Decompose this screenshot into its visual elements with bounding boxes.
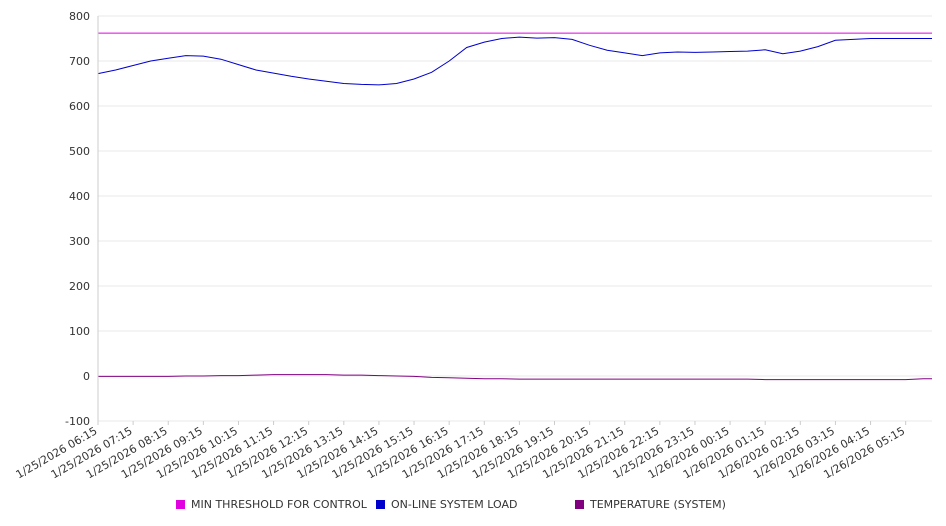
y-tick-label: 0 bbox=[83, 370, 90, 383]
y-tick-label: 400 bbox=[69, 190, 90, 203]
y-tick-label: 300 bbox=[69, 235, 90, 248]
x-axis-ticks: 1/25/2026 06:151/25/2026 07:151/25/2026 … bbox=[14, 421, 907, 481]
series-line-1 bbox=[97, 36, 932, 86]
y-tick-label: 200 bbox=[69, 280, 90, 293]
legend-item-threshold: MIN THRESHOLD FOR CONTROL bbox=[176, 498, 367, 511]
legend: MIN THRESHOLD FOR CONTROL ON-LINE SYSTEM… bbox=[0, 498, 946, 516]
legend-label-temperature: TEMPERATURE (SYSTEM) bbox=[590, 498, 726, 511]
y-tick-label: 700 bbox=[69, 55, 90, 68]
y-axis-ticks: 800 700 600 500 400 300 200 100 0 -100 bbox=[65, 10, 90, 428]
y-tick-label: 500 bbox=[69, 145, 90, 158]
grid-lines bbox=[98, 15, 932, 422]
legend-label-threshold: MIN THRESHOLD FOR CONTROL bbox=[191, 498, 367, 511]
legend-swatch-threshold bbox=[176, 500, 185, 509]
line-chart: 800 700 600 500 400 300 200 100 0 -100 1/25/2026 … bbox=[14, 10, 932, 481]
legend-item-temperature: TEMPERATURE (SYSTEM) bbox=[575, 498, 726, 511]
series-line-2 bbox=[98, 374, 932, 381]
y-tick-label: 100 bbox=[69, 325, 90, 338]
legend-label-load: ON-LINE SYSTEM LOAD bbox=[391, 498, 518, 511]
legend-item-load: ON-LINE SYSTEM LOAD bbox=[376, 498, 517, 511]
y-tick-label: -100 bbox=[65, 415, 90, 428]
legend-swatch-load bbox=[376, 500, 385, 509]
y-tick-label: 800 bbox=[69, 10, 90, 23]
series-lines bbox=[97, 32, 932, 381]
y-tick-label: 600 bbox=[69, 100, 90, 113]
legend-swatch-temperature bbox=[575, 500, 584, 509]
